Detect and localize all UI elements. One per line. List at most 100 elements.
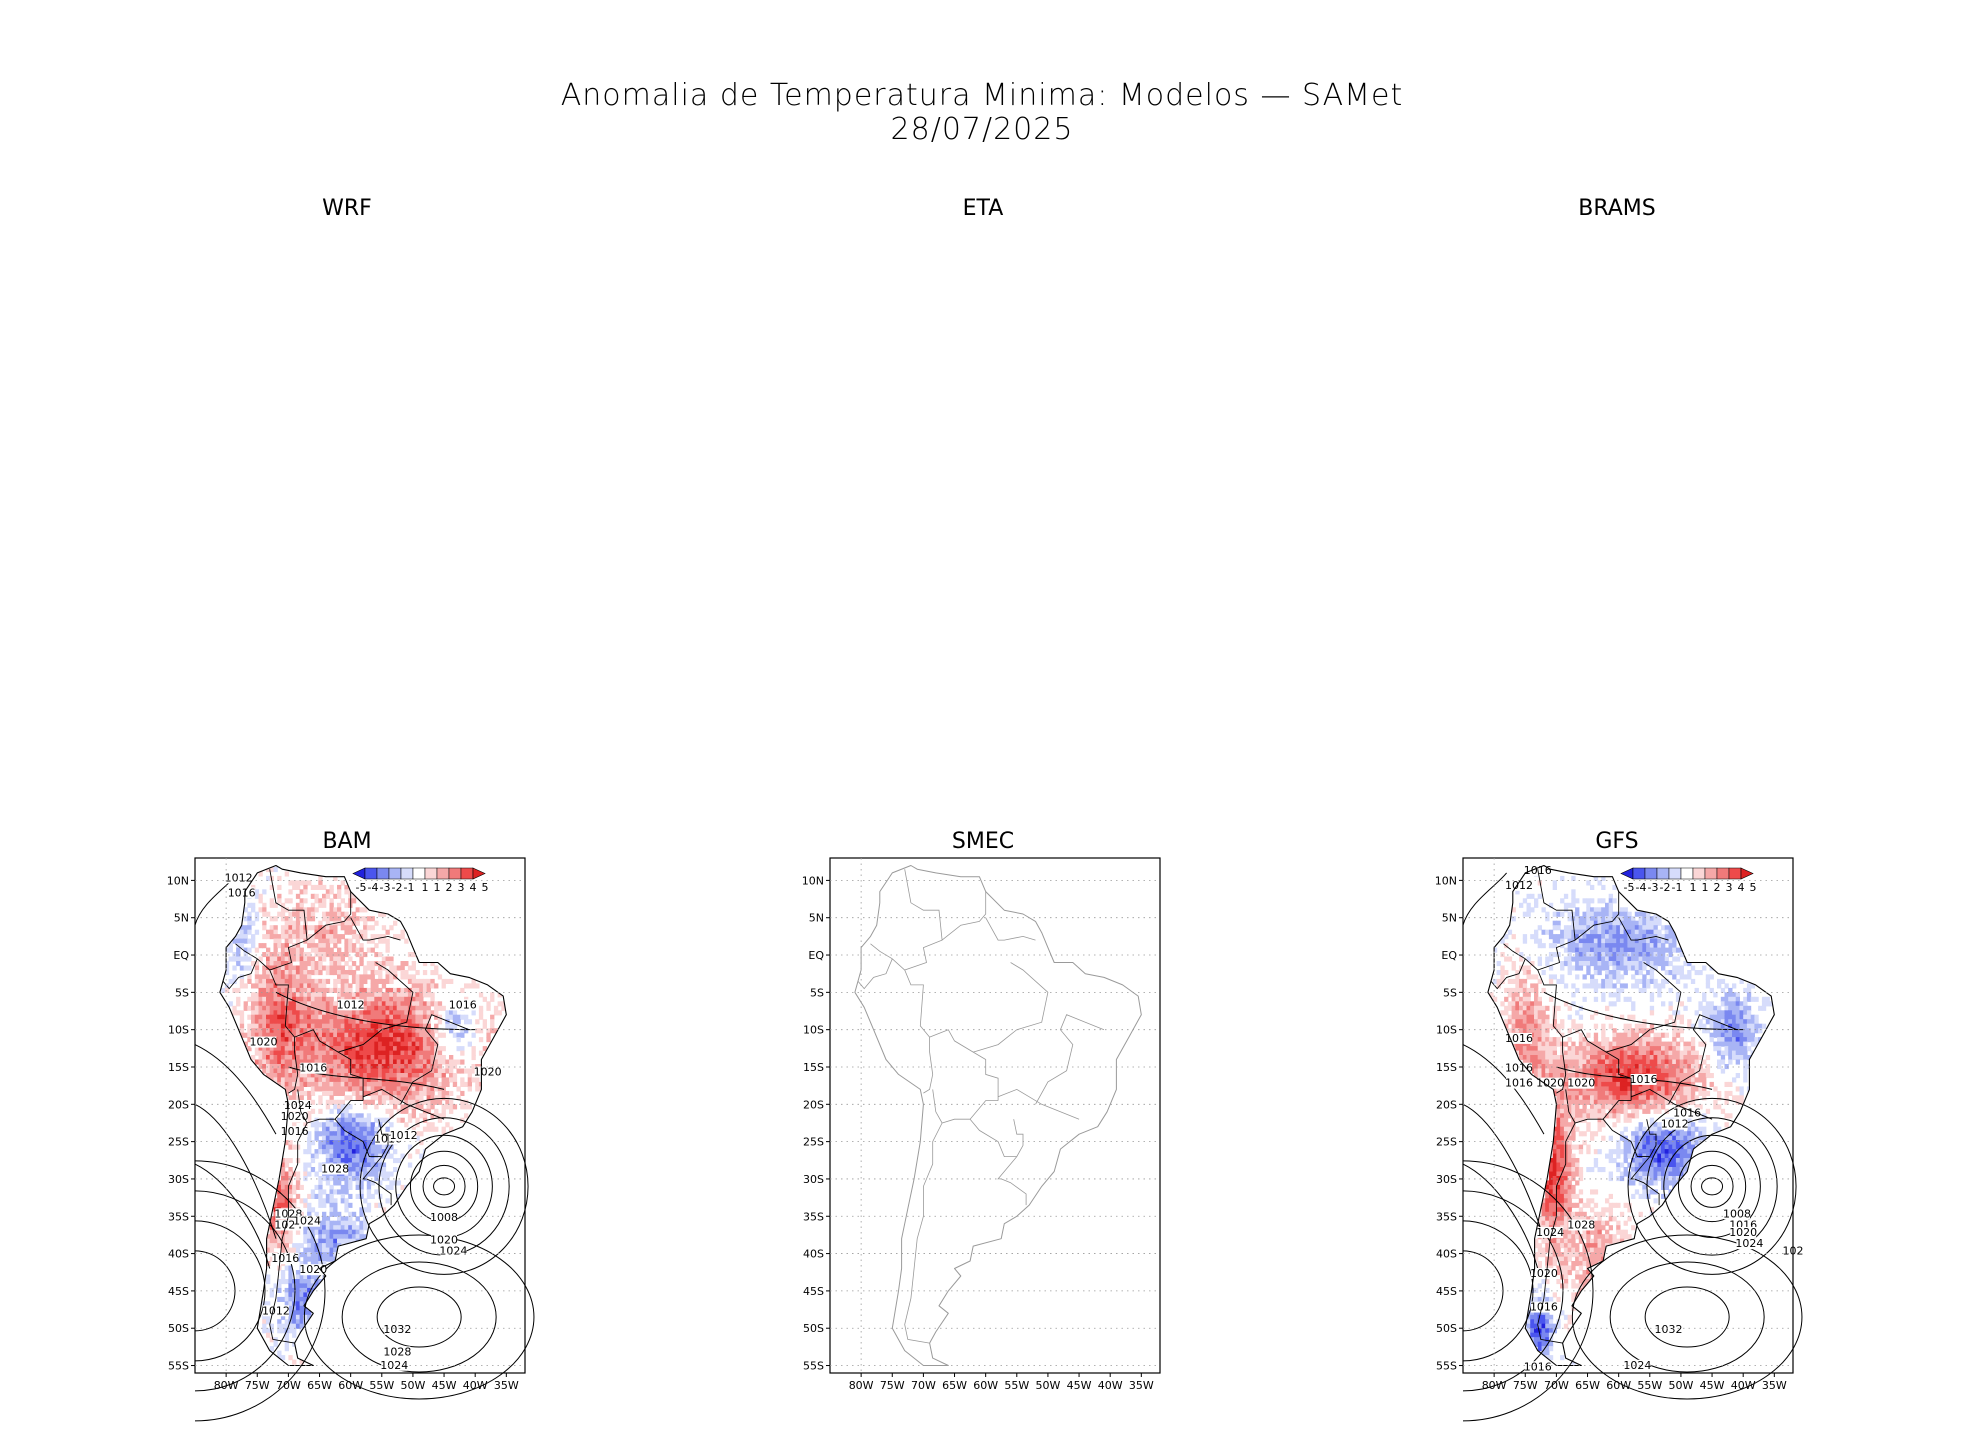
anomaly-cell (363, 965, 368, 971)
anomaly-cell (329, 1144, 334, 1150)
anomaly-cell (1601, 996, 1606, 1002)
anomaly-cell (1616, 934, 1621, 940)
anomaly-cell (1653, 1041, 1658, 1047)
anomaly-cell (452, 1014, 458, 1020)
anomaly-cell (262, 965, 267, 971)
anomaly-cell (363, 1077, 368, 1083)
anomaly-cell (318, 1162, 323, 1168)
anomaly-cell (1668, 934, 1673, 940)
anomaly-cell (288, 1064, 293, 1070)
anomaly-cell (1601, 1108, 1606, 1114)
anomaly-cell (269, 978, 274, 984)
anomaly-cell (1627, 1037, 1632, 1043)
anomaly-cell (1638, 961, 1643, 967)
anomaly-cell (273, 992, 278, 998)
anomaly-cell (1634, 1028, 1640, 1034)
anomaly-cell (1616, 947, 1621, 953)
anomaly-cell (1623, 1028, 1628, 1034)
anomaly-cell (1758, 1023, 1763, 1029)
anomaly-cell (329, 1095, 334, 1101)
anomaly-cell (295, 1046, 301, 1052)
anomaly-cell (1668, 961, 1673, 967)
anomaly-cell (325, 1041, 331, 1047)
anomaly-cell (266, 1023, 271, 1029)
anomaly-cell (359, 992, 364, 998)
isobar-contour (422, 1164, 466, 1208)
lat-tick-label: 35S (168, 1210, 189, 1223)
anomaly-cell (1664, 1064, 1669, 1070)
anomaly-cell (415, 987, 420, 993)
anomaly-cell (1560, 1068, 1565, 1074)
anomaly-cell (1593, 943, 1599, 949)
anomaly-cell (344, 1144, 349, 1150)
anomaly-cell (273, 1077, 278, 1083)
anomaly-cell (295, 1176, 301, 1182)
anomaly-cell (1754, 1037, 1759, 1043)
anomaly-cell (1504, 1019, 1509, 1025)
anomaly-cell (1534, 902, 1539, 908)
anomaly-cell (337, 1234, 342, 1240)
anomaly-cell (314, 898, 319, 904)
anomaly-cell (344, 987, 349, 993)
anomaly-cell (374, 961, 379, 967)
anomaly-cell (258, 987, 263, 993)
anomaly-cell (1593, 1068, 1599, 1074)
anomaly-cell (460, 1068, 465, 1074)
anomaly-cell (359, 1117, 364, 1123)
anomaly-cell (333, 1234, 338, 1240)
anomaly-cell (1679, 965, 1684, 971)
anomaly-cell (1638, 1041, 1643, 1047)
anomaly-cell (269, 867, 274, 873)
anomaly-cell (269, 1328, 274, 1334)
anomaly-cell (1601, 898, 1606, 904)
anomaly-cell (407, 1019, 413, 1025)
anomaly-cell (1586, 1055, 1591, 1061)
anomaly-cell (1612, 956, 1617, 962)
anomaly-cell (1582, 1037, 1587, 1043)
lon-tick-label: 35W (1129, 1379, 1154, 1392)
anomaly-cell (1586, 1068, 1591, 1074)
anomaly-cell (1661, 952, 1666, 958)
anomaly-cell (1605, 1014, 1610, 1020)
anomaly-cell (1571, 893, 1576, 899)
anomaly-cell (1694, 1095, 1699, 1101)
anomaly-cell (1653, 965, 1658, 971)
anomaly-cell (359, 916, 364, 922)
anomaly-cell (1657, 916, 1662, 922)
anomaly-cell (322, 1261, 327, 1267)
anomaly-cell (381, 1059, 387, 1065)
anomaly-cell (1735, 1005, 1740, 1011)
anomaly-cell (348, 1158, 353, 1164)
anomaly-cell (355, 992, 360, 998)
anomaly-cell (400, 1095, 405, 1101)
anomaly-cell (1541, 1014, 1546, 1020)
anomaly-cell (1619, 1086, 1625, 1092)
anomaly-cell (411, 1077, 416, 1083)
anomaly-cell (299, 1296, 304, 1302)
anomaly-cell (1575, 1104, 1580, 1110)
anomaly-cell (344, 1153, 349, 1159)
anomaly-cell (419, 983, 424, 989)
anomaly-cell (295, 1050, 301, 1056)
anomaly-cell (280, 1077, 286, 1083)
anomaly-cell (344, 1023, 349, 1029)
anomaly-cell (258, 1055, 263, 1061)
anomaly-cell (445, 1090, 450, 1096)
anomaly-cell (318, 992, 323, 998)
anomaly-cell (1754, 1028, 1759, 1034)
anomaly-cell (1732, 1023, 1737, 1029)
anomaly-cell (295, 1041, 301, 1047)
anomaly-cell (1679, 1073, 1684, 1079)
anomaly-cell (1608, 911, 1613, 917)
anomaly-cell (1634, 938, 1640, 944)
anomaly-cell (314, 1211, 319, 1217)
anomaly-cell (337, 1104, 342, 1110)
anomaly-cell (351, 1081, 357, 1087)
anomaly-cell (1515, 1001, 1520, 1007)
anomaly-cell (374, 1005, 379, 1011)
anomaly-cell (1627, 1041, 1632, 1047)
anomaly-cell (1702, 1059, 1707, 1065)
anomaly-cell (1765, 1001, 1770, 1007)
anomaly-cell (1590, 925, 1595, 931)
anomaly-cell (273, 970, 278, 976)
